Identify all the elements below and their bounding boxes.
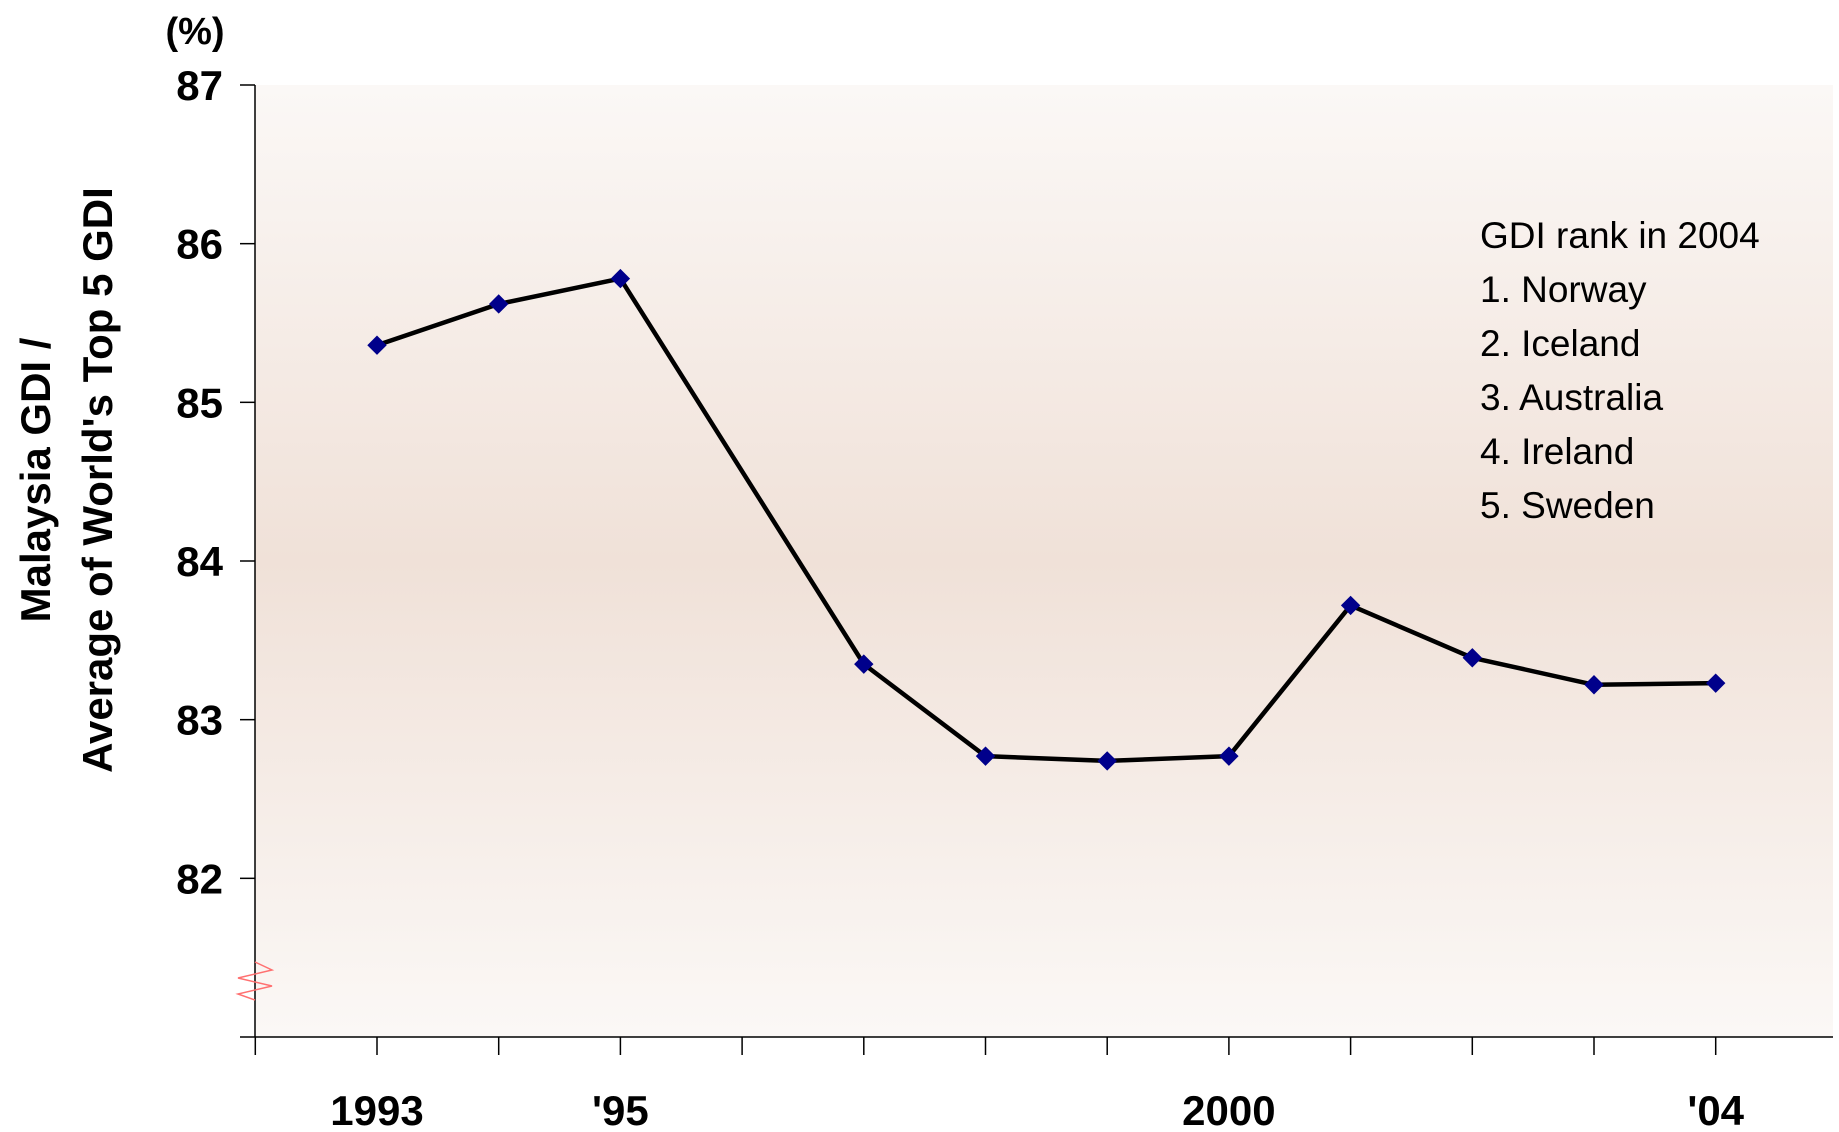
annotation-item-3: 3. Australia — [1480, 377, 1663, 418]
y-tick-label: 84 — [176, 538, 223, 585]
annotation-item-1: 1. Norway — [1480, 269, 1647, 310]
x-tick-label: 1993 — [330, 1087, 423, 1132]
annotation-item-4: 4. Ireland — [1480, 431, 1634, 472]
annotation-item-5: 5. Sweden — [1480, 485, 1655, 526]
data-point — [1705, 673, 1726, 693]
y-tick-label: 85 — [176, 379, 223, 426]
y-tick-label: 83 — [176, 697, 223, 744]
data-point — [1097, 751, 1117, 771]
series-gdi-ratio — [367, 268, 1726, 771]
annotation-item-2: 2. Iceland — [1480, 323, 1640, 364]
y-axis-title-line2: Average of World's Top 5 GDI — [74, 187, 121, 773]
y-unit-label: (%) — [165, 11, 224, 53]
data-point — [610, 268, 631, 289]
x-tick-label: '04 — [1687, 1087, 1744, 1132]
y-ticks: 82 83 84 85 86 87 — [176, 62, 255, 1038]
x-ticks: 1993 '95 2000 '04 — [254, 1037, 1745, 1132]
data-point — [1584, 675, 1604, 695]
annotation-title: GDI rank in 2004 — [1480, 215, 1760, 256]
data-point — [854, 654, 874, 674]
y-tick-label: 86 — [176, 221, 223, 268]
annotation-box: GDI rank in 2004 1. Norway 2. Iceland 3.… — [1480, 215, 1760, 526]
data-point — [975, 746, 996, 766]
data-point — [1340, 595, 1361, 616]
plot-area — [255, 85, 1833, 1037]
data-point — [488, 294, 509, 314]
x-tick-label: 2000 — [1182, 1087, 1275, 1132]
data-point — [367, 335, 387, 355]
data-point — [1462, 648, 1483, 668]
y-axis-title-line1: Malaysia GDI / — [12, 337, 59, 622]
y-axis-title: Malaysia GDI / Average of World's Top 5 … — [12, 187, 121, 773]
x-tick-label: '95 — [592, 1087, 649, 1132]
data-point — [1219, 746, 1239, 766]
y-tick-label: 87 — [176, 62, 223, 109]
axis-break-icon — [235, 961, 275, 1001]
y-tick-label: 82 — [176, 855, 223, 902]
